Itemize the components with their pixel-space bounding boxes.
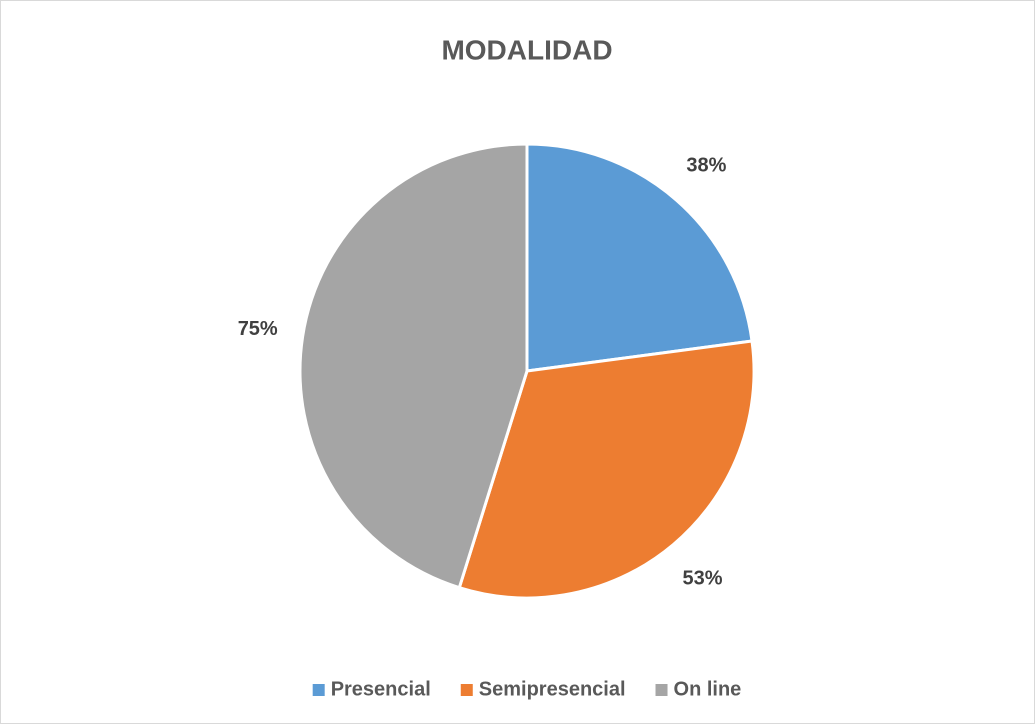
pie-slice — [457, 339, 756, 600]
data-label: 53% — [683, 568, 723, 590]
legend-label: Presencial — [331, 678, 431, 700]
legend-label: On line — [674, 678, 742, 700]
legend-swatch — [655, 684, 668, 696]
data-label: 75% — [238, 318, 278, 340]
pie-slice — [298, 142, 529, 590]
legend-swatch — [312, 684, 325, 696]
legend-label: Semipresencial — [479, 678, 626, 700]
pie-slice — [525, 142, 754, 373]
data-label: 38% — [686, 154, 726, 176]
chart-title: MODALIDAD — [441, 34, 612, 65]
legend-swatch — [460, 684, 473, 696]
